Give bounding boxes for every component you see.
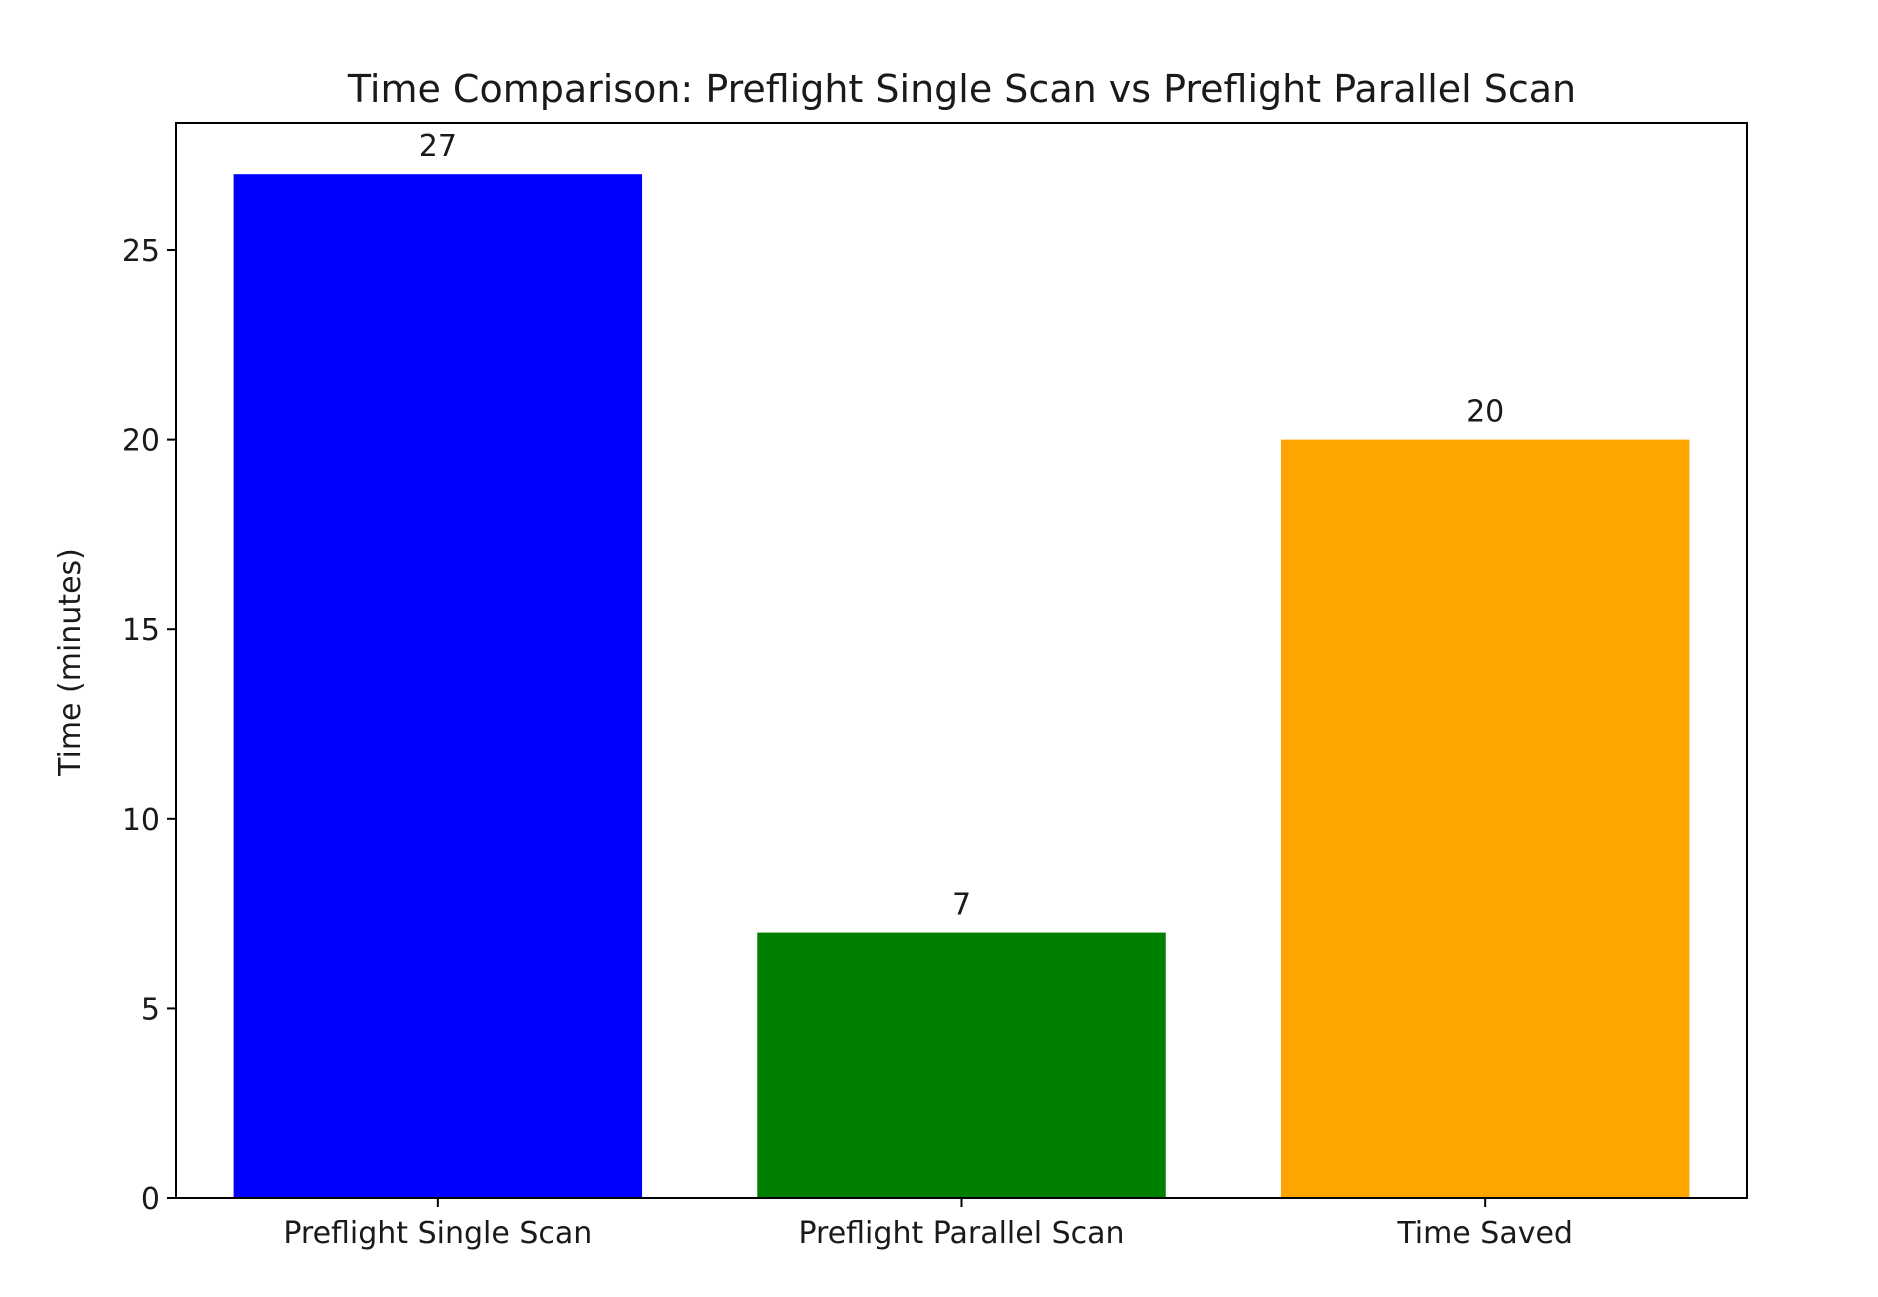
bars-group: 27 7 20 bbox=[233, 129, 1690, 1199]
x-tick-label-3: Time Saved bbox=[1396, 1216, 1573, 1251]
bar-value-label-2: 7 bbox=[952, 888, 971, 923]
x-tick-label-1: Preflight Single Scan bbox=[283, 1216, 592, 1251]
y-tick-label-15: 15 bbox=[122, 613, 160, 648]
x-axis-ticks: Preflight Single Scan Preflight Parallel … bbox=[283, 1198, 1573, 1251]
x-tick-label-2: Preflight Parallel Scan bbox=[798, 1216, 1124, 1251]
plot-frame bbox=[175, 122, 1748, 1199]
y-tick-label-10: 10 bbox=[122, 803, 160, 838]
bar-1 bbox=[233, 174, 643, 1198]
bar-2 bbox=[757, 932, 1166, 1198]
chart-title: Time Comparison: Preflight Single Scan v… bbox=[347, 67, 1576, 111]
bar-value-label-3: 20 bbox=[1466, 395, 1504, 430]
y-tick-label-20: 20 bbox=[122, 424, 160, 459]
y-axis-label: Time (minutes) bbox=[53, 548, 88, 777]
y-axis-ticks: 0 5 10 15 20 25 bbox=[122, 234, 176, 1217]
bar-3 bbox=[1280, 439, 1690, 1199]
y-tick-label-25: 25 bbox=[122, 234, 160, 269]
bar-value-label-1: 27 bbox=[419, 129, 457, 164]
y-tick-label-0: 0 bbox=[141, 1182, 160, 1217]
y-tick-label-5: 5 bbox=[141, 992, 160, 1027]
